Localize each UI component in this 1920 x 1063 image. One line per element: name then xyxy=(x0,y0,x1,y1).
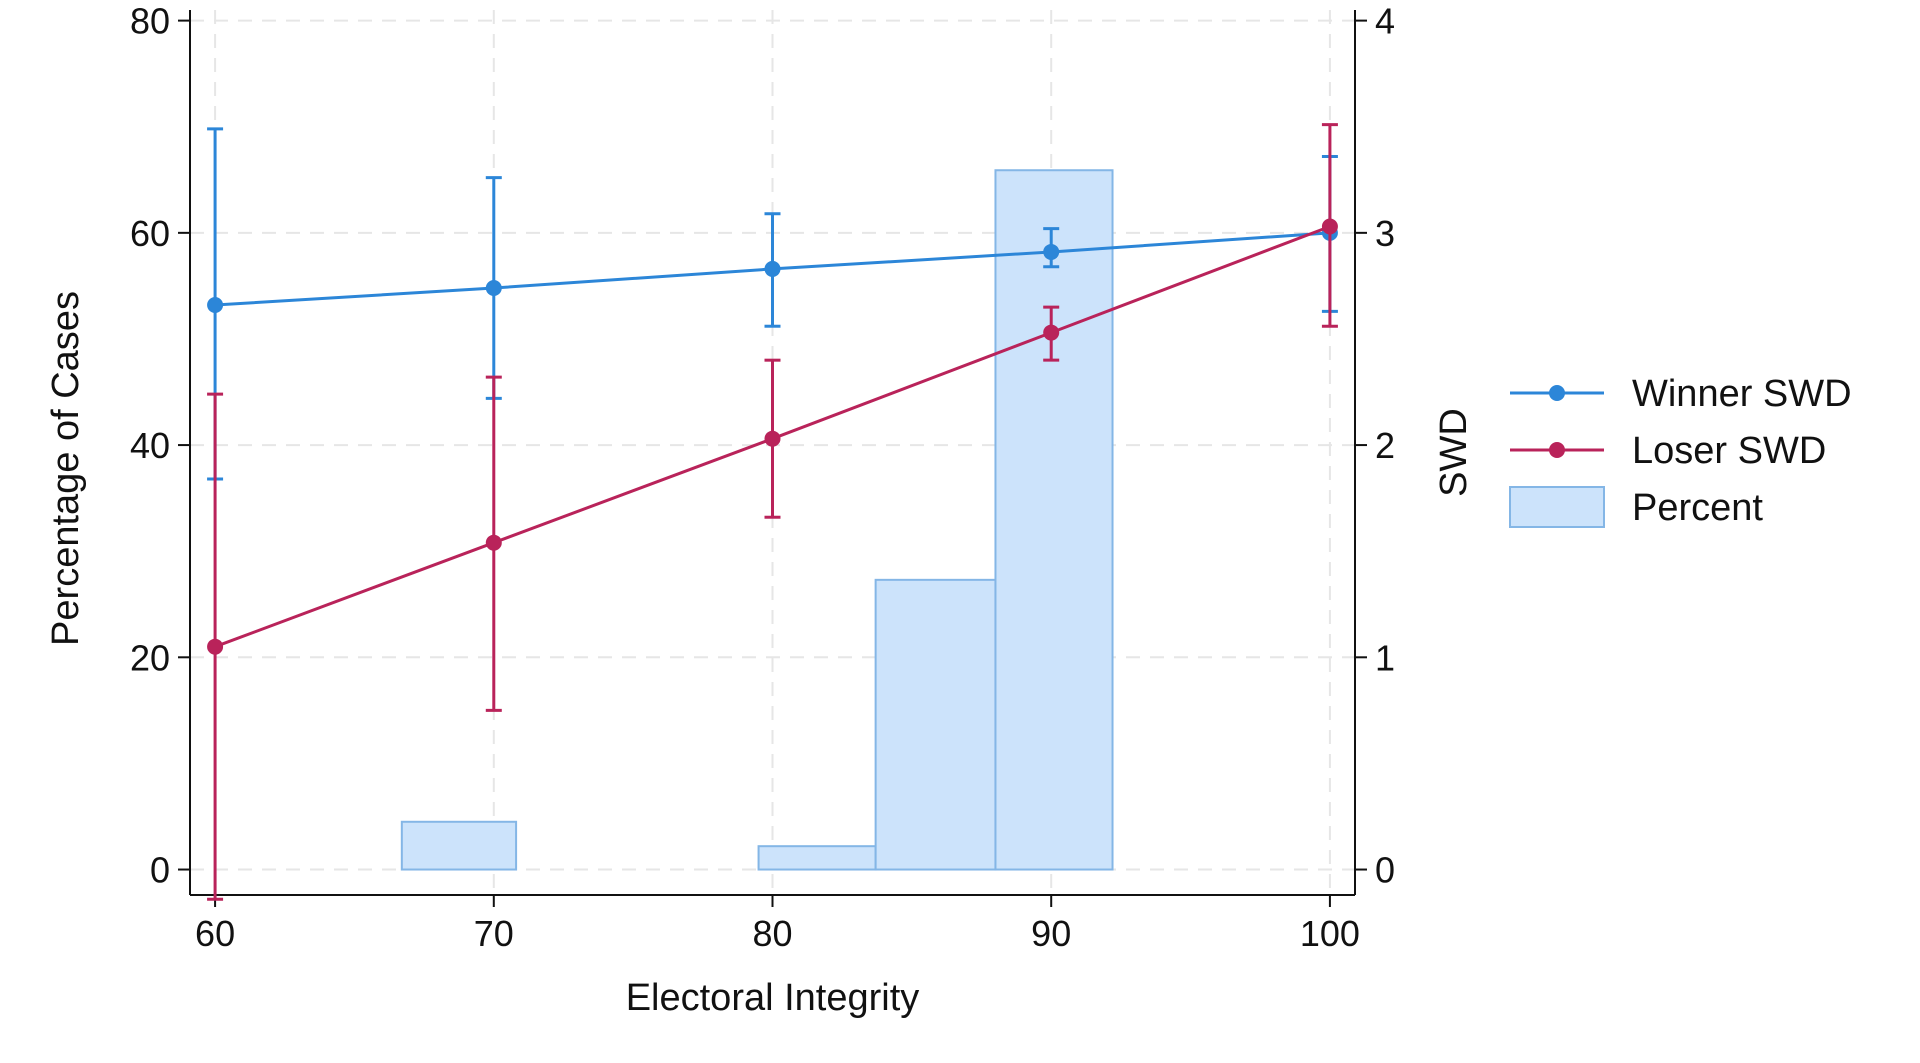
legend-winner-marker xyxy=(1549,385,1565,401)
legend-loser-marker xyxy=(1549,442,1565,458)
data-point xyxy=(485,534,502,551)
x-tick-label: 100 xyxy=(1300,913,1360,954)
histogram-bar xyxy=(874,578,997,871)
x-tick-label: 70 xyxy=(474,913,514,954)
x-axis-title: Electoral Integrity xyxy=(626,977,920,1019)
y-right-tick-label: 3 xyxy=(1375,213,1395,254)
legend-loser-label: Loser SWD xyxy=(1632,430,1826,472)
data-point xyxy=(764,260,781,277)
series-layer xyxy=(207,123,1338,901)
histogram-bars xyxy=(400,169,1114,871)
y-left-tick-label: 60 xyxy=(130,213,170,254)
y-right-tick-label: 4 xyxy=(1375,1,1395,42)
data-point xyxy=(207,297,224,313)
legend-percent-swatch xyxy=(1509,486,1605,528)
y-left-tick-label: 40 xyxy=(130,425,170,466)
data-point xyxy=(1043,243,1060,260)
data-point xyxy=(764,430,781,447)
y-right-axis-title: SWD xyxy=(1433,408,1475,497)
series-loser xyxy=(207,123,1338,901)
legend-percent-label: Percent xyxy=(1632,487,1763,529)
x-tick-label: 60 xyxy=(195,913,235,954)
y-left-tick-label: 80 xyxy=(130,1,170,42)
data-point xyxy=(1321,218,1338,235)
axes xyxy=(178,10,1367,907)
x-tick-label: 80 xyxy=(752,913,792,954)
histogram-bar xyxy=(757,845,877,871)
y-left-tick-label: 0 xyxy=(150,850,170,891)
data-point xyxy=(485,280,502,297)
legend: Winner SWD Loser SWD Percent xyxy=(1509,373,1852,529)
y-left-tick-label: 20 xyxy=(130,637,170,678)
data-point xyxy=(207,638,224,655)
x-tick-label: 90 xyxy=(1031,913,1071,954)
legend-item-winner: Winner SWD xyxy=(1510,373,1852,415)
histogram-bar xyxy=(994,169,1114,871)
y-right-tick-label: 1 xyxy=(1375,637,1395,678)
legend-winner-label: Winner SWD xyxy=(1632,373,1852,415)
tick-labels: 60 70 80 90 100 0 20 40 60 80 0 1 2 3 4 xyxy=(130,1,1395,954)
y-right-tick-label: 0 xyxy=(1375,850,1395,891)
legend-item-loser: Loser SWD xyxy=(1510,430,1826,472)
data-point xyxy=(1043,324,1060,341)
y-right-tick-label: 2 xyxy=(1375,425,1395,466)
legend-item-percent: Percent xyxy=(1509,486,1763,529)
histogram-bar xyxy=(400,820,518,871)
y-left-axis-title: Percentage of Cases xyxy=(45,291,87,646)
